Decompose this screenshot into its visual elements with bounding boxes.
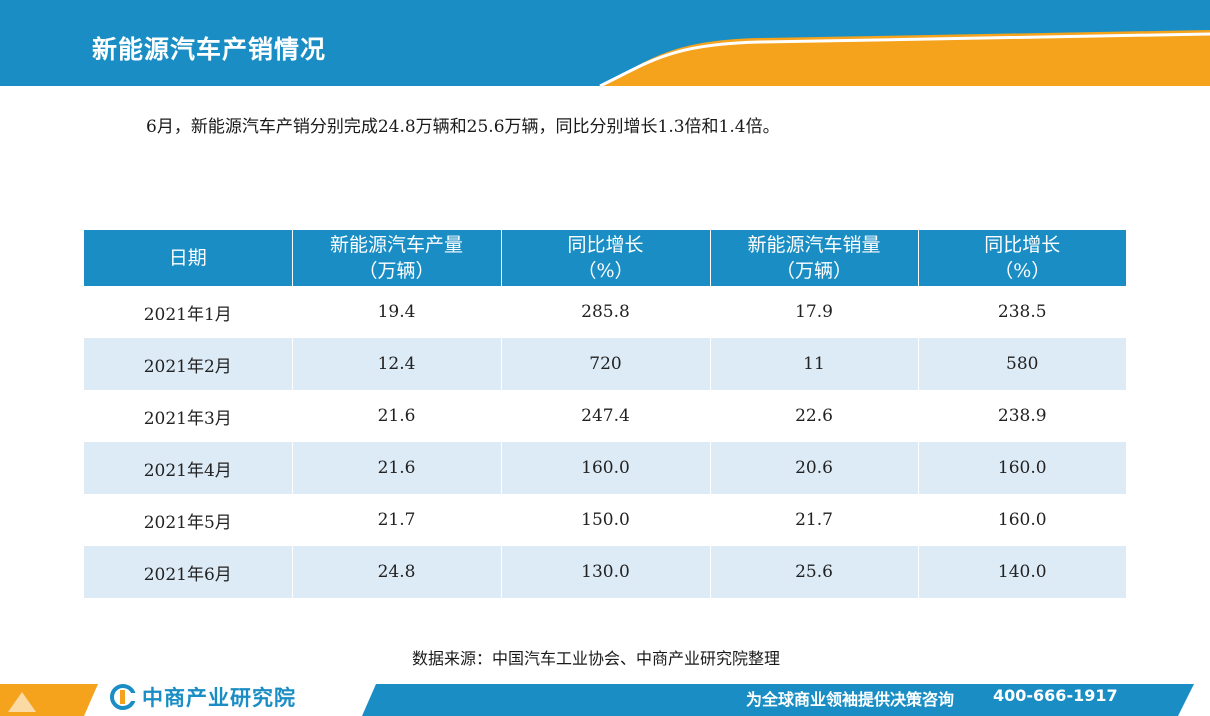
table-row: 2021年6月 24.8 130.0 25.6 140.0	[84, 546, 1126, 598]
cell-sales: 22.6	[710, 390, 919, 442]
cell-production: 12.4	[292, 338, 502, 390]
footer-slogan: 为全球商业领袖提供决策咨询	[746, 690, 955, 709]
table-row: 2021年1月 19.4 285.8 17.9 238.5	[84, 286, 1126, 338]
cell-production: 19.4	[292, 286, 502, 338]
cell-sales: 17.9	[710, 286, 919, 338]
cell-production: 21.6	[292, 390, 502, 442]
logo-mark-icon	[110, 684, 136, 710]
cell-sales-yoy: 238.9	[997, 406, 1047, 426]
page-title: 新能源汽车产销情况	[92, 35, 327, 64]
footer-shapes	[0, 684, 1194, 716]
logo-text: 中商产业研究院	[142, 686, 296, 710]
cell-production-yoy: 160.0	[501, 442, 711, 494]
cell-sales: 11	[710, 338, 919, 390]
cell-sales: 25.6	[710, 546, 919, 598]
cell-sales-yoy: 160.0	[918, 442, 1126, 494]
header-date: 日期	[84, 230, 293, 286]
table-row: 2021年3月 21.6 247.4 22.6 238.9	[84, 390, 1126, 442]
header-sales-yoy: 同比增长 （%）	[918, 230, 1126, 286]
cell-date: 2021年4月	[84, 442, 293, 494]
header-production-yoy: 同比增长 （%）	[501, 230, 711, 286]
cell-sales-yoy: 160.0	[997, 510, 1047, 530]
table-row: 2021年4月 21.6 160.0 20.6 160.0	[84, 442, 1126, 494]
header-sales: 新能源汽车销量 （万辆）	[710, 230, 919, 286]
cell-production-yoy: 130.0	[501, 546, 711, 598]
header-sales-unit: （万辆）	[775, 260, 852, 282]
cell-production-yoy: 150.0	[501, 494, 711, 546]
cell-sales: 20.6	[710, 442, 919, 494]
header-production-unit: （万辆）	[358, 260, 435, 282]
header-production: 新能源汽车产量 （万辆）	[292, 230, 502, 286]
cell-sales-yoy: 238.5	[997, 302, 1047, 322]
header-date-label: 日期	[168, 247, 207, 269]
company-logo: 中商产业研究院	[110, 684, 296, 710]
table-header-row: 日期 新能源汽车产量 （万辆） 同比增长 （%） 新能源汽车销量 （万辆） 同比…	[84, 230, 1126, 286]
header-production-yoy-label: 同比增长	[567, 234, 644, 256]
cell-date: 2021年6月	[84, 546, 293, 598]
cell-sales-yoy: 580	[918, 338, 1126, 390]
cell-date: 2021年5月	[84, 494, 293, 546]
cell-production-yoy: 285.8	[501, 286, 711, 338]
footer-band	[0, 682, 1210, 716]
header-production-yoy-unit: （%）	[577, 260, 634, 282]
cell-production: 24.8	[292, 546, 502, 598]
cell-sales: 21.7	[710, 494, 919, 546]
production-sales-table: 日期 新能源汽车产量 （万辆） 同比增长 （%） 新能源汽车销量 （万辆） 同比…	[84, 230, 1126, 598]
cell-production-yoy: 720	[501, 338, 711, 390]
cell-production: 21.6	[292, 442, 502, 494]
cell-production-yoy: 247.4	[501, 390, 711, 442]
cell-date: 2021年3月	[84, 390, 293, 442]
cell-production: 21.7	[292, 494, 502, 546]
cell-date: 2021年1月	[84, 286, 293, 338]
source-note: 数据来源：中国汽车工业协会、中商产业研究院整理	[412, 649, 781, 668]
table-row: 2021年5月 21.7 150.0 21.7 160.0	[84, 494, 1126, 546]
header-sales-yoy-unit: （%）	[994, 260, 1051, 282]
cell-sales-yoy: 140.0	[918, 546, 1126, 598]
header-orange-wave	[599, 30, 1210, 86]
header-sales-yoy-label: 同比增长	[984, 234, 1061, 256]
table-row: 2021年2月 12.4 720 11 580	[84, 338, 1126, 390]
header-production-label: 新能源汽车产量	[329, 234, 463, 256]
footer-phone: 400-666-1917	[993, 686, 1118, 705]
summary-text: 6月，新能源汽车产销分别完成24.8万辆和25.6万辆，同比分别增长1.3倍和1…	[146, 117, 780, 137]
header-sales-label: 新能源汽车销量	[747, 234, 881, 256]
cell-date: 2021年2月	[84, 338, 293, 390]
header-band: 新能源汽车产销情况	[0, 0, 1210, 86]
